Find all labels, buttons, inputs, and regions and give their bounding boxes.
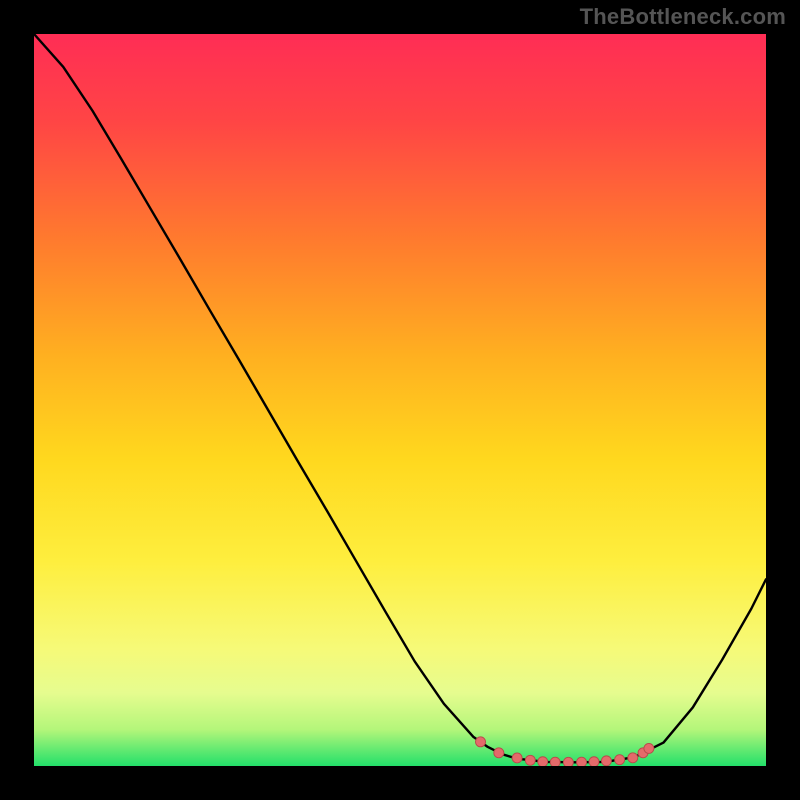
marker-point (601, 756, 611, 766)
marker-point (476, 737, 486, 747)
marker-point (563, 757, 573, 766)
marker-point (525, 755, 535, 765)
marker-point (512, 753, 522, 763)
marker-point (615, 755, 625, 765)
watermark-text: TheBottleneck.com (580, 4, 786, 30)
marker-point (538, 757, 548, 766)
chart-container (34, 34, 766, 766)
marker-point (494, 748, 504, 758)
marker-point (644, 743, 654, 753)
chart-svg (34, 34, 766, 766)
marker-point (550, 757, 560, 766)
marker-point (577, 757, 587, 766)
marker-point (628, 753, 638, 763)
marker-point (589, 757, 599, 766)
gradient-background (34, 34, 766, 766)
